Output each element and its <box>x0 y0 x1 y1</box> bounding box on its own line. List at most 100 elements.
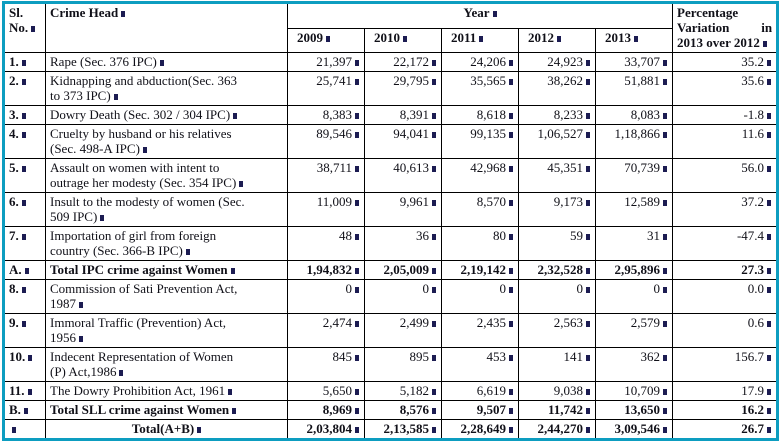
cell-end-marker-icon <box>113 94 118 100</box>
year-value-cell: 3,09,546 <box>594 419 674 440</box>
crime-head-cell: Commission of Sati Prevention Act, 1987 <box>45 279 288 314</box>
pct-variation-cell: 16.2 <box>672 400 779 420</box>
cell-end-marker-icon <box>767 60 772 66</box>
year-label: 2010 <box>374 29 400 45</box>
cell-end-marker-icon <box>509 132 513 138</box>
cell-text: 4. <box>9 126 19 141</box>
cell-text: 24,923 <box>547 54 583 69</box>
cell-end-marker-icon <box>119 370 124 376</box>
cell-end-marker-icon <box>509 321 513 327</box>
cell-text: Importation of girl from foreign country… <box>50 228 217 258</box>
year-value-cell: 42,968 <box>441 158 519 193</box>
cell-end-marker-icon <box>79 302 83 308</box>
year-value-cell: 8,570 <box>441 192 519 227</box>
year-value-cell: 5,182 <box>364 381 442 401</box>
cell-text: The Dowry Prohibition Act, 1961 <box>50 383 226 398</box>
pct-variation-cell: 17.9 <box>672 381 779 401</box>
sl-line-2: No. <box>9 20 41 35</box>
year-value-cell: 8,618 <box>441 105 519 125</box>
col-header-year-group: Year <box>286 2 674 29</box>
year-value-cell: 2,03,804 <box>287 419 365 440</box>
cell-text: -47.4 <box>736 228 765 243</box>
cell-end-marker-icon <box>509 79 513 85</box>
year-value-cell: 8,383 <box>287 105 365 125</box>
cell-end-marker-icon <box>663 234 668 240</box>
cell-end-marker-icon <box>767 79 772 85</box>
cell-end-marker-icon <box>509 389 513 395</box>
year-value-cell: 2,563 <box>518 313 596 348</box>
cell-end-marker-icon <box>663 427 668 433</box>
cell-end-marker-icon <box>767 200 772 206</box>
cell-end-marker-icon <box>509 355 513 361</box>
cell-text: 11. <box>9 383 25 398</box>
cell-text: 9. <box>9 315 19 330</box>
cell-end-marker-icon <box>230 268 235 274</box>
sl-cell: 2. <box>3 71 46 106</box>
cell-text: 8,570 <box>476 194 506 209</box>
col-header-sl-no: Sl. No. <box>3 2 46 53</box>
pct-line-2a: Variation <box>677 20 730 35</box>
col-header-crime-head: Crime Head <box>45 2 288 53</box>
cell-text: 2,32,528 <box>537 262 584 277</box>
cell-end-marker-icon <box>663 287 668 293</box>
cell-text: 9,961 <box>399 194 429 209</box>
sl-line-1: Sl. <box>9 5 24 20</box>
cell-text: 11,742 <box>547 402 583 417</box>
sl-cell: 4. <box>3 124 46 159</box>
cell-end-marker-icon <box>663 113 668 119</box>
cell-text: Assault on women with intent to outrage … <box>50 160 237 190</box>
cell-text: 13,650 <box>624 402 661 417</box>
pct-variation-cell: 0.6 <box>672 313 779 348</box>
pct-variation-cell: 35.6 <box>672 71 779 106</box>
cell-end-marker-icon <box>557 35 561 42</box>
year-value-cell: 8,391 <box>364 105 442 125</box>
crime-head-label: Crime Head <box>50 5 119 20</box>
cell-end-marker-icon <box>432 287 436 293</box>
cell-end-marker-icon <box>762 41 767 47</box>
crime-head-cell: Dowry Death (Sec. 302 / 304 IPC) <box>45 105 288 125</box>
cell-text: 8. <box>9 281 19 296</box>
cell-end-marker-icon <box>21 132 26 138</box>
sl-cell: 11. <box>3 381 46 401</box>
crime-head-cell: Cruelty by husband or his relatives (Sec… <box>45 124 288 159</box>
cell-text: 2,435 <box>476 315 506 330</box>
cell-end-marker-icon <box>492 11 497 17</box>
pct-variation-cell: 27.3 <box>672 260 779 280</box>
pct-variation-cell: 35.2 <box>672 52 779 72</box>
cell-text: 8,383 <box>322 107 352 122</box>
cell-end-marker-icon <box>432 389 436 395</box>
year-value-cell: 2,474 <box>287 313 365 348</box>
cell-end-marker-icon <box>586 408 590 414</box>
year-value-cell: 48 <box>287 226 365 261</box>
cell-end-marker-icon <box>767 287 772 293</box>
cell-end-marker-icon <box>586 389 590 395</box>
cell-text: 11,009 <box>316 194 352 209</box>
cell-end-marker-icon <box>21 321 26 327</box>
cell-end-marker-icon <box>767 234 772 240</box>
year-value-cell: 21,397 <box>287 52 365 72</box>
cell-end-marker-icon <box>432 321 436 327</box>
year-value-cell: 36 <box>364 226 442 261</box>
year-label: 2009 <box>297 29 323 45</box>
cell-end-marker-icon <box>232 408 237 414</box>
year-value-cell: 2,05,009 <box>364 260 442 280</box>
cell-text: 21,397 <box>316 54 352 69</box>
cell-text: 8,969 <box>322 402 352 417</box>
cell-text: 17.9 <box>741 383 765 398</box>
cell-text: A. <box>9 262 22 277</box>
cell-text: 453 <box>486 349 507 364</box>
pct-variation-cell: 11.6 <box>672 124 779 159</box>
year-value-cell: 2,13,585 <box>364 419 442 440</box>
cell-end-marker-icon <box>355 287 359 293</box>
cell-end-marker-icon <box>432 60 436 66</box>
sl-cell: B. <box>3 400 46 420</box>
cell-text: 10. <box>9 349 26 364</box>
cell-end-marker-icon <box>21 166 26 172</box>
year-value-cell: 8,083 <box>594 105 674 125</box>
cell-text: 59 <box>570 228 583 243</box>
year-value-cell: 6,619 <box>441 381 519 401</box>
cell-text: 89,546 <box>316 126 352 141</box>
sl-cell: 10. <box>3 347 46 382</box>
table-header: Sl. No. Crime Head Year Percentage Varia… <box>3 2 779 54</box>
cell-text: 48 <box>339 228 352 243</box>
